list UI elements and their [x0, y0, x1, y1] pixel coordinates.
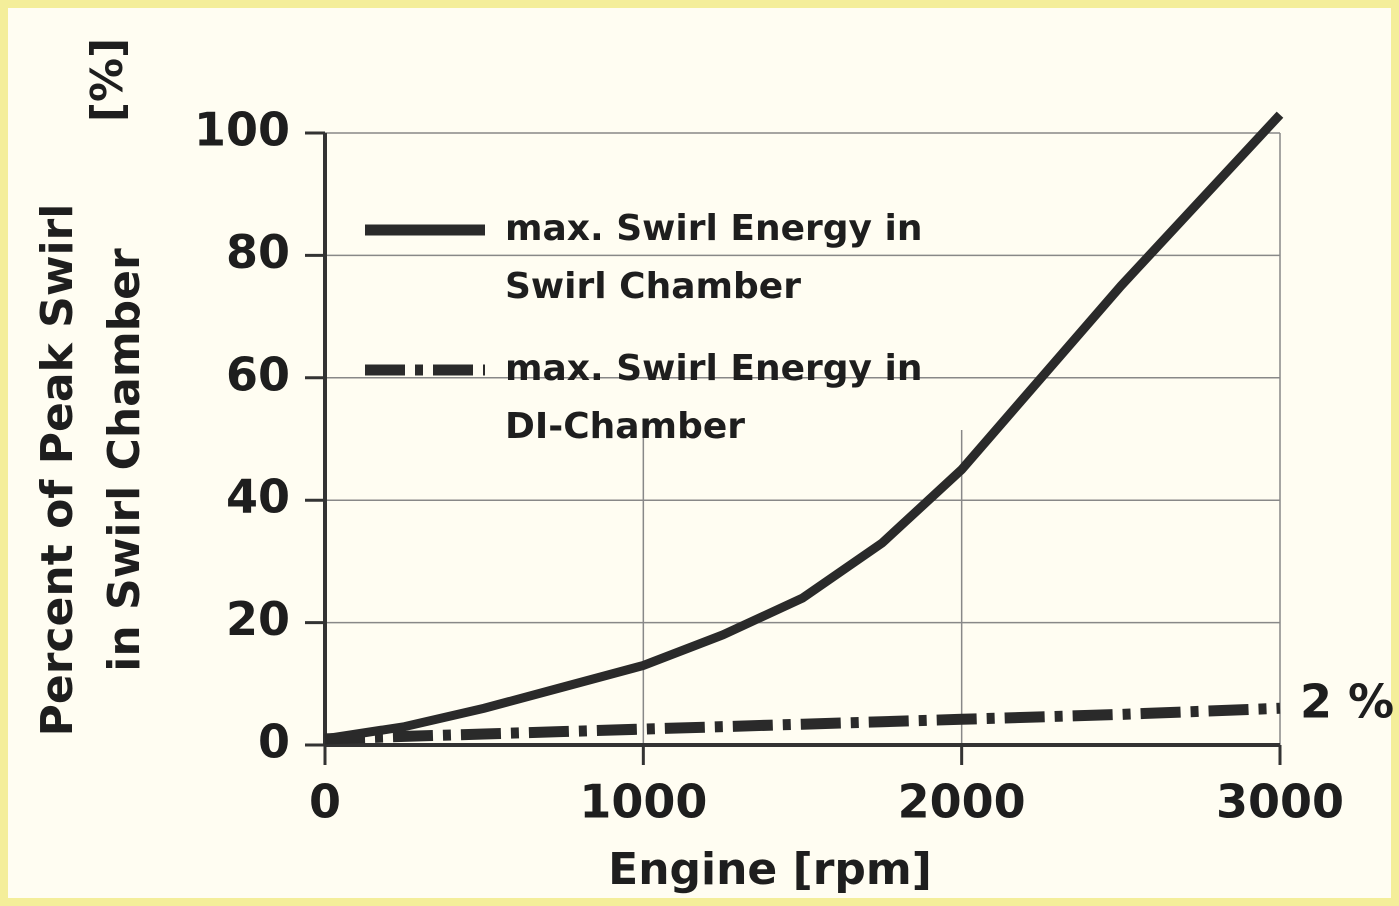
legend-line: DI-Chamber	[505, 406, 745, 447]
y-tick-label: 40	[226, 470, 290, 524]
x-tick-label: 2000	[898, 775, 1026, 829]
y-tick-label: 0	[258, 715, 290, 769]
x-tick-label: 3000	[1216, 775, 1344, 829]
x-label: Engine [rpm]	[608, 844, 932, 895]
y-label: Percent of Peak Swirl	[32, 204, 83, 737]
legend-label: max. Swirl Energy in Swirl Chamber	[505, 208, 923, 307]
legend-label: max. Swirl Energy in DI-Chamber	[505, 348, 923, 447]
x-tick-label: 1000	[579, 775, 707, 829]
annotation: 2 %	[1300, 675, 1394, 729]
x-tick-label: 0	[309, 775, 341, 829]
legend-line: max. Swirl Energy in	[505, 348, 923, 389]
legend-line: Swirl Chamber	[505, 266, 801, 307]
series-line	[324, 111, 1284, 744]
y-tick-label: 60	[226, 347, 290, 401]
y-tick-label: 80	[226, 225, 290, 279]
y-unit: [%]	[82, 38, 133, 122]
series-line	[324, 702, 1281, 745]
y-tick-label: 100	[194, 103, 290, 157]
legend-line: max. Swirl Energy in	[505, 208, 923, 249]
y-tick-label: 20	[226, 592, 290, 646]
y-label: in Swirl Chamber	[99, 248, 150, 672]
